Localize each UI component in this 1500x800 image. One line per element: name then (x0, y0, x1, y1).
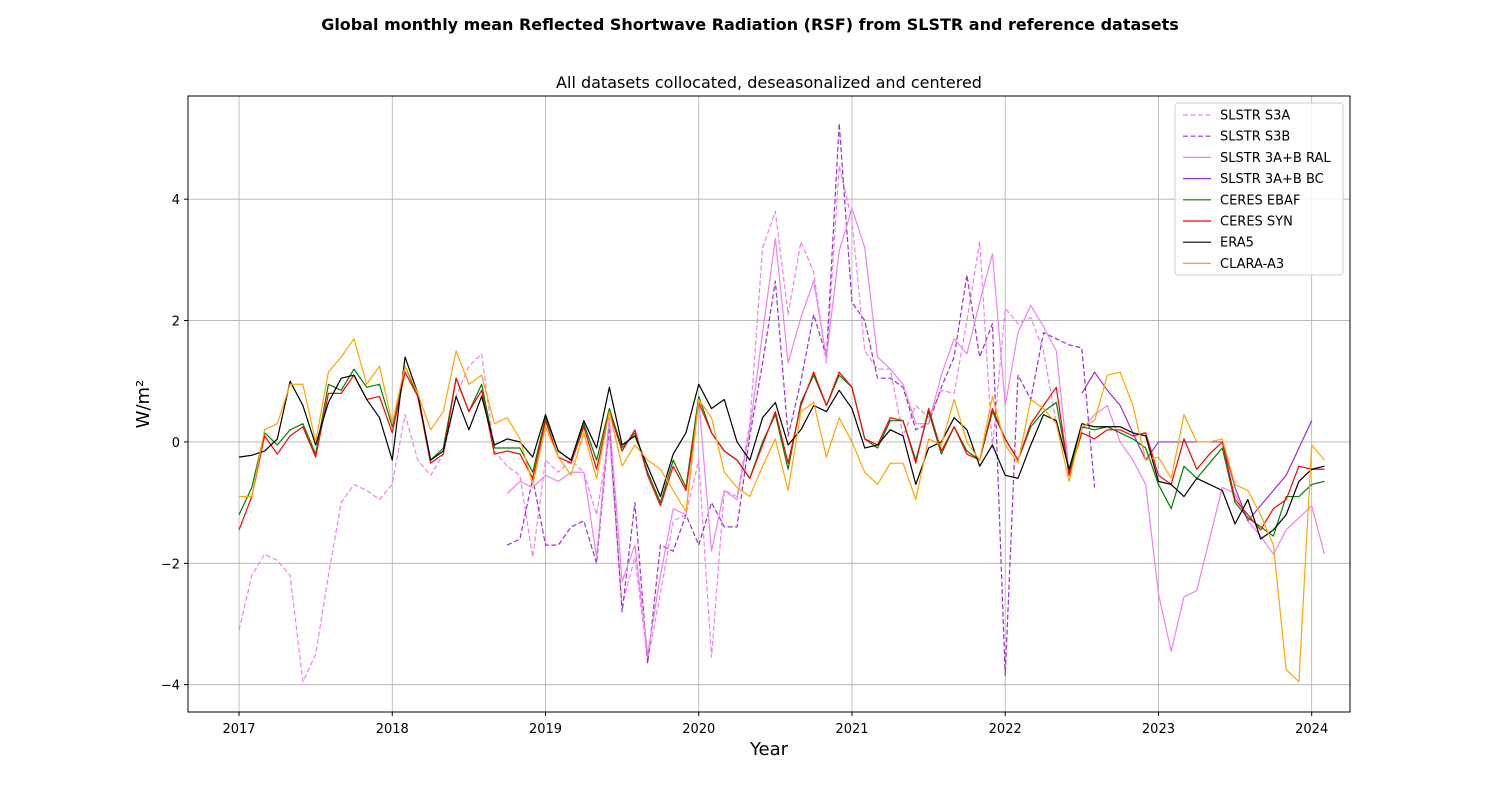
x-tick-label: 2023 (1142, 722, 1175, 737)
series-lines (238, 122, 1326, 683)
legend: SLSTR S3A SLSTR S3B SLSTR 3A+B RAL SLSTR 3A… (1174, 102, 1344, 276)
y-tick-label: 4 (172, 193, 180, 208)
x-tick-label: 2022 (989, 722, 1022, 737)
x-axis-label: Year (749, 739, 789, 760)
series-line-era5 (238, 356, 1325, 540)
legend-label: CLARA-A3 (1220, 257, 1284, 272)
chart-title: All datasets collocated, deseasonalized … (556, 73, 982, 92)
legend-label: CERES SYN (1220, 215, 1293, 230)
y-tick-label: −4 (161, 679, 180, 694)
plot-area-frame (187, 95, 1351, 713)
series-line-ceres-syn (238, 371, 1325, 531)
series-line-ceres-ebaf (238, 365, 1325, 537)
x-tick-label: 2019 (529, 722, 562, 737)
legend-label: SLSTR S3A (1220, 109, 1290, 124)
series-line-clara-a3 (239, 338, 1325, 683)
legend-label: SLSTR S3B (1220, 130, 1290, 145)
legend-label: ERA5 (1220, 236, 1254, 251)
axis-ticks: 2017 2018 2019 2020 2021 2022 2023 2024 −4 −2 0 2 4 (161, 193, 1328, 737)
series-line-slstr-3a-b-ral (506, 207, 1326, 655)
y-axis-label: W/m² (133, 380, 154, 429)
x-tick-label: 2017 (222, 722, 255, 737)
legend-label: SLSTR 3A+B RAL (1220, 151, 1331, 166)
legend-label: SLSTR 3A+B BC (1220, 172, 1324, 187)
chart-suptitle: Global monthly mean Reflected Shortwave … (321, 15, 1179, 34)
x-tick-label: 2020 (682, 722, 715, 737)
x-tick-label: 2018 (376, 722, 409, 737)
y-tick-label: −2 (161, 557, 180, 572)
legend-box (1174, 102, 1344, 276)
x-tick-label: 2024 (1295, 722, 1328, 737)
y-tick-label: 2 (172, 315, 180, 330)
legend-label: CERES EBAF (1220, 193, 1300, 208)
series-line-slstr-s3a (238, 165, 1057, 683)
series-line-slstr-3a-b-bc (1081, 371, 1313, 522)
x-tick-label: 2021 (835, 722, 868, 737)
y-tick-label: 0 (172, 436, 180, 451)
